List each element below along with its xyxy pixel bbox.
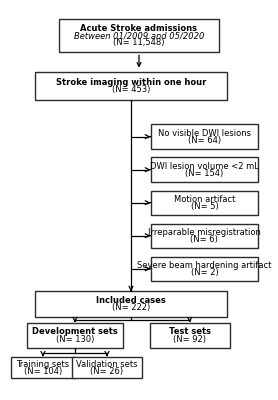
- Text: (N= 130): (N= 130): [56, 334, 94, 344]
- Text: (N= 5): (N= 5): [190, 202, 218, 211]
- Text: Training sets: Training sets: [16, 360, 70, 369]
- Text: Development sets: Development sets: [32, 328, 118, 336]
- Text: Acute Stroke admissions: Acute Stroke admissions: [81, 24, 197, 33]
- Text: No visible DWI lesions: No visible DWI lesions: [158, 129, 251, 138]
- Text: Included cases: Included cases: [96, 296, 166, 305]
- Text: (N= 11,548): (N= 11,548): [113, 38, 165, 47]
- Text: Irreparable misregistration: Irreparable misregistration: [148, 228, 261, 237]
- Text: (N= 154): (N= 154): [185, 169, 224, 178]
- Text: Severe beam hardening artifact: Severe beam hardening artifact: [137, 261, 272, 270]
- FancyBboxPatch shape: [35, 72, 227, 100]
- Text: (N= 104): (N= 104): [24, 367, 62, 376]
- FancyBboxPatch shape: [35, 291, 227, 317]
- Text: Test sets: Test sets: [169, 328, 211, 336]
- Text: Between 01/2009 and 05/2020: Between 01/2009 and 05/2020: [74, 31, 204, 40]
- Text: (N= 26): (N= 26): [90, 367, 123, 376]
- FancyBboxPatch shape: [151, 190, 258, 215]
- Text: (N= 453): (N= 453): [112, 85, 150, 94]
- Text: (N= 222): (N= 222): [112, 303, 150, 312]
- FancyBboxPatch shape: [151, 256, 258, 281]
- FancyBboxPatch shape: [150, 323, 230, 348]
- Text: DWI lesion volume <2 mL: DWI lesion volume <2 mL: [150, 162, 259, 171]
- Text: (N= 92): (N= 92): [173, 334, 206, 344]
- Text: Stroke imaging within one hour: Stroke imaging within one hour: [56, 78, 206, 87]
- FancyBboxPatch shape: [151, 224, 258, 248]
- Text: Motion artifact: Motion artifact: [174, 195, 235, 204]
- FancyBboxPatch shape: [11, 358, 75, 378]
- Text: (N= 64): (N= 64): [188, 136, 221, 145]
- FancyBboxPatch shape: [27, 323, 123, 348]
- Text: (N= 6): (N= 6): [190, 235, 218, 244]
- Text: (N= 2): (N= 2): [190, 268, 218, 277]
- FancyBboxPatch shape: [151, 158, 258, 182]
- FancyBboxPatch shape: [59, 19, 219, 52]
- FancyBboxPatch shape: [151, 124, 258, 149]
- FancyBboxPatch shape: [72, 358, 142, 378]
- Text: Validation sets: Validation sets: [76, 360, 138, 369]
